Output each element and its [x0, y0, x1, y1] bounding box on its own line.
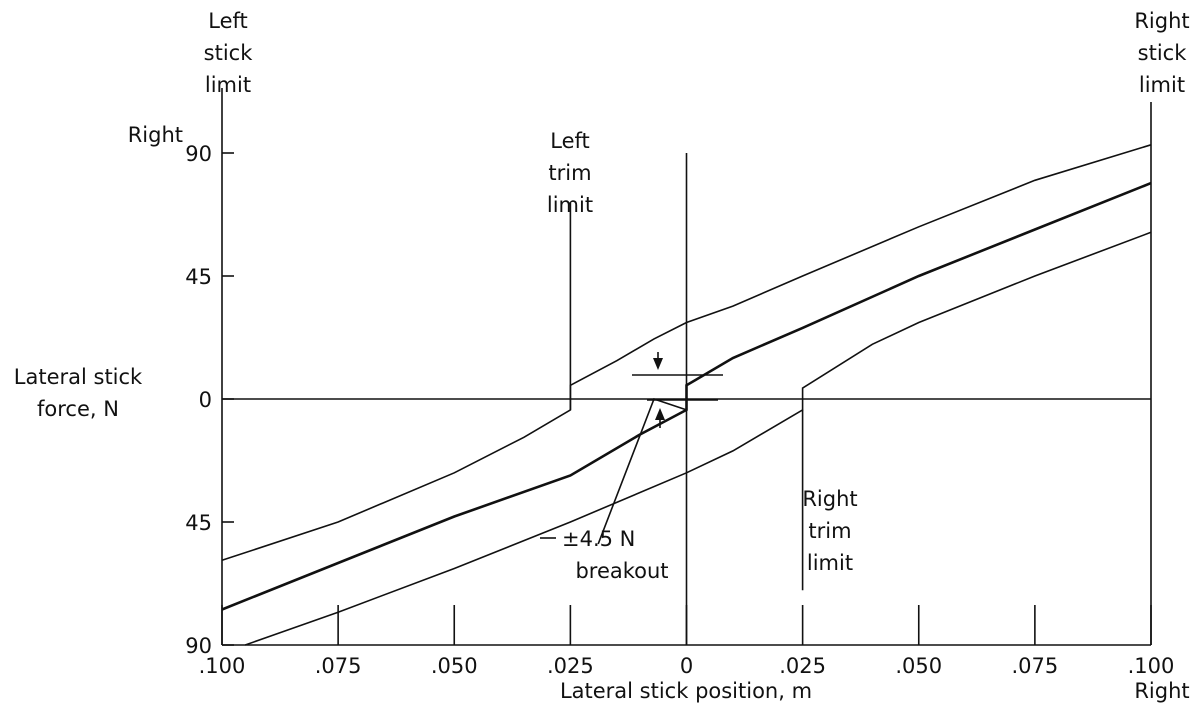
- right-trim-limit-line1: Right: [802, 487, 857, 511]
- x-tick-label: .075: [1011, 654, 1058, 678]
- left-stick-limit-line3: limit: [205, 73, 251, 97]
- series-line-3: [244, 231, 1152, 646]
- x-tick-label: .050: [895, 654, 942, 678]
- breakout-label-line1: ±4.5 N: [562, 527, 635, 551]
- y-axis-label-line2: force, N: [37, 397, 119, 421]
- breakout-up-arrow-icon: [655, 408, 665, 428]
- x-tick-label: .100: [1128, 654, 1175, 678]
- left-trim-limit-line1: Left: [550, 129, 590, 153]
- left-stick-limit-line2: stick: [204, 41, 254, 65]
- y-top-direction: Right: [128, 123, 183, 147]
- y-axis-label-line1: Lateral stick: [14, 365, 143, 389]
- series-line-1: [221, 144, 1152, 562]
- x-tick-label: .100: [199, 654, 246, 678]
- x-axis-label: Lateral stick position, m: [560, 679, 812, 703]
- left-stick-limit-line1: Left: [208, 9, 248, 33]
- x-tick-label: .025: [547, 654, 594, 678]
- y-tick-label: 90: [185, 142, 212, 166]
- x-tick-label: .050: [431, 654, 478, 678]
- right-stick-limit-line1: Right: [1134, 9, 1189, 33]
- breakout-down-arrow-icon: [653, 352, 663, 370]
- right-stick-limit-line2: stick: [1138, 41, 1188, 65]
- y-tick-label: 0: [199, 388, 212, 412]
- x-tick-label: .025: [779, 654, 826, 678]
- y-tick-label: 45: [185, 511, 212, 535]
- left-trim-limit-line3: limit: [547, 193, 593, 217]
- y-tick-label: 45: [185, 265, 212, 289]
- left-trim-limit-line2: trim: [548, 161, 591, 185]
- breakout-label-line2: breakout: [575, 559, 668, 583]
- x-right-direction: Right: [1134, 679, 1189, 703]
- right-trim-limit-line2: trim: [808, 519, 851, 543]
- right-trim-limit-line3: limit: [807, 551, 853, 575]
- x-tick-label: .075: [315, 654, 362, 678]
- series-line-8: [597, 397, 687, 545]
- right-stick-limit-line3: limit: [1139, 73, 1185, 97]
- y-tick-label: 90: [185, 634, 212, 658]
- x-tick-label: 0: [680, 654, 693, 678]
